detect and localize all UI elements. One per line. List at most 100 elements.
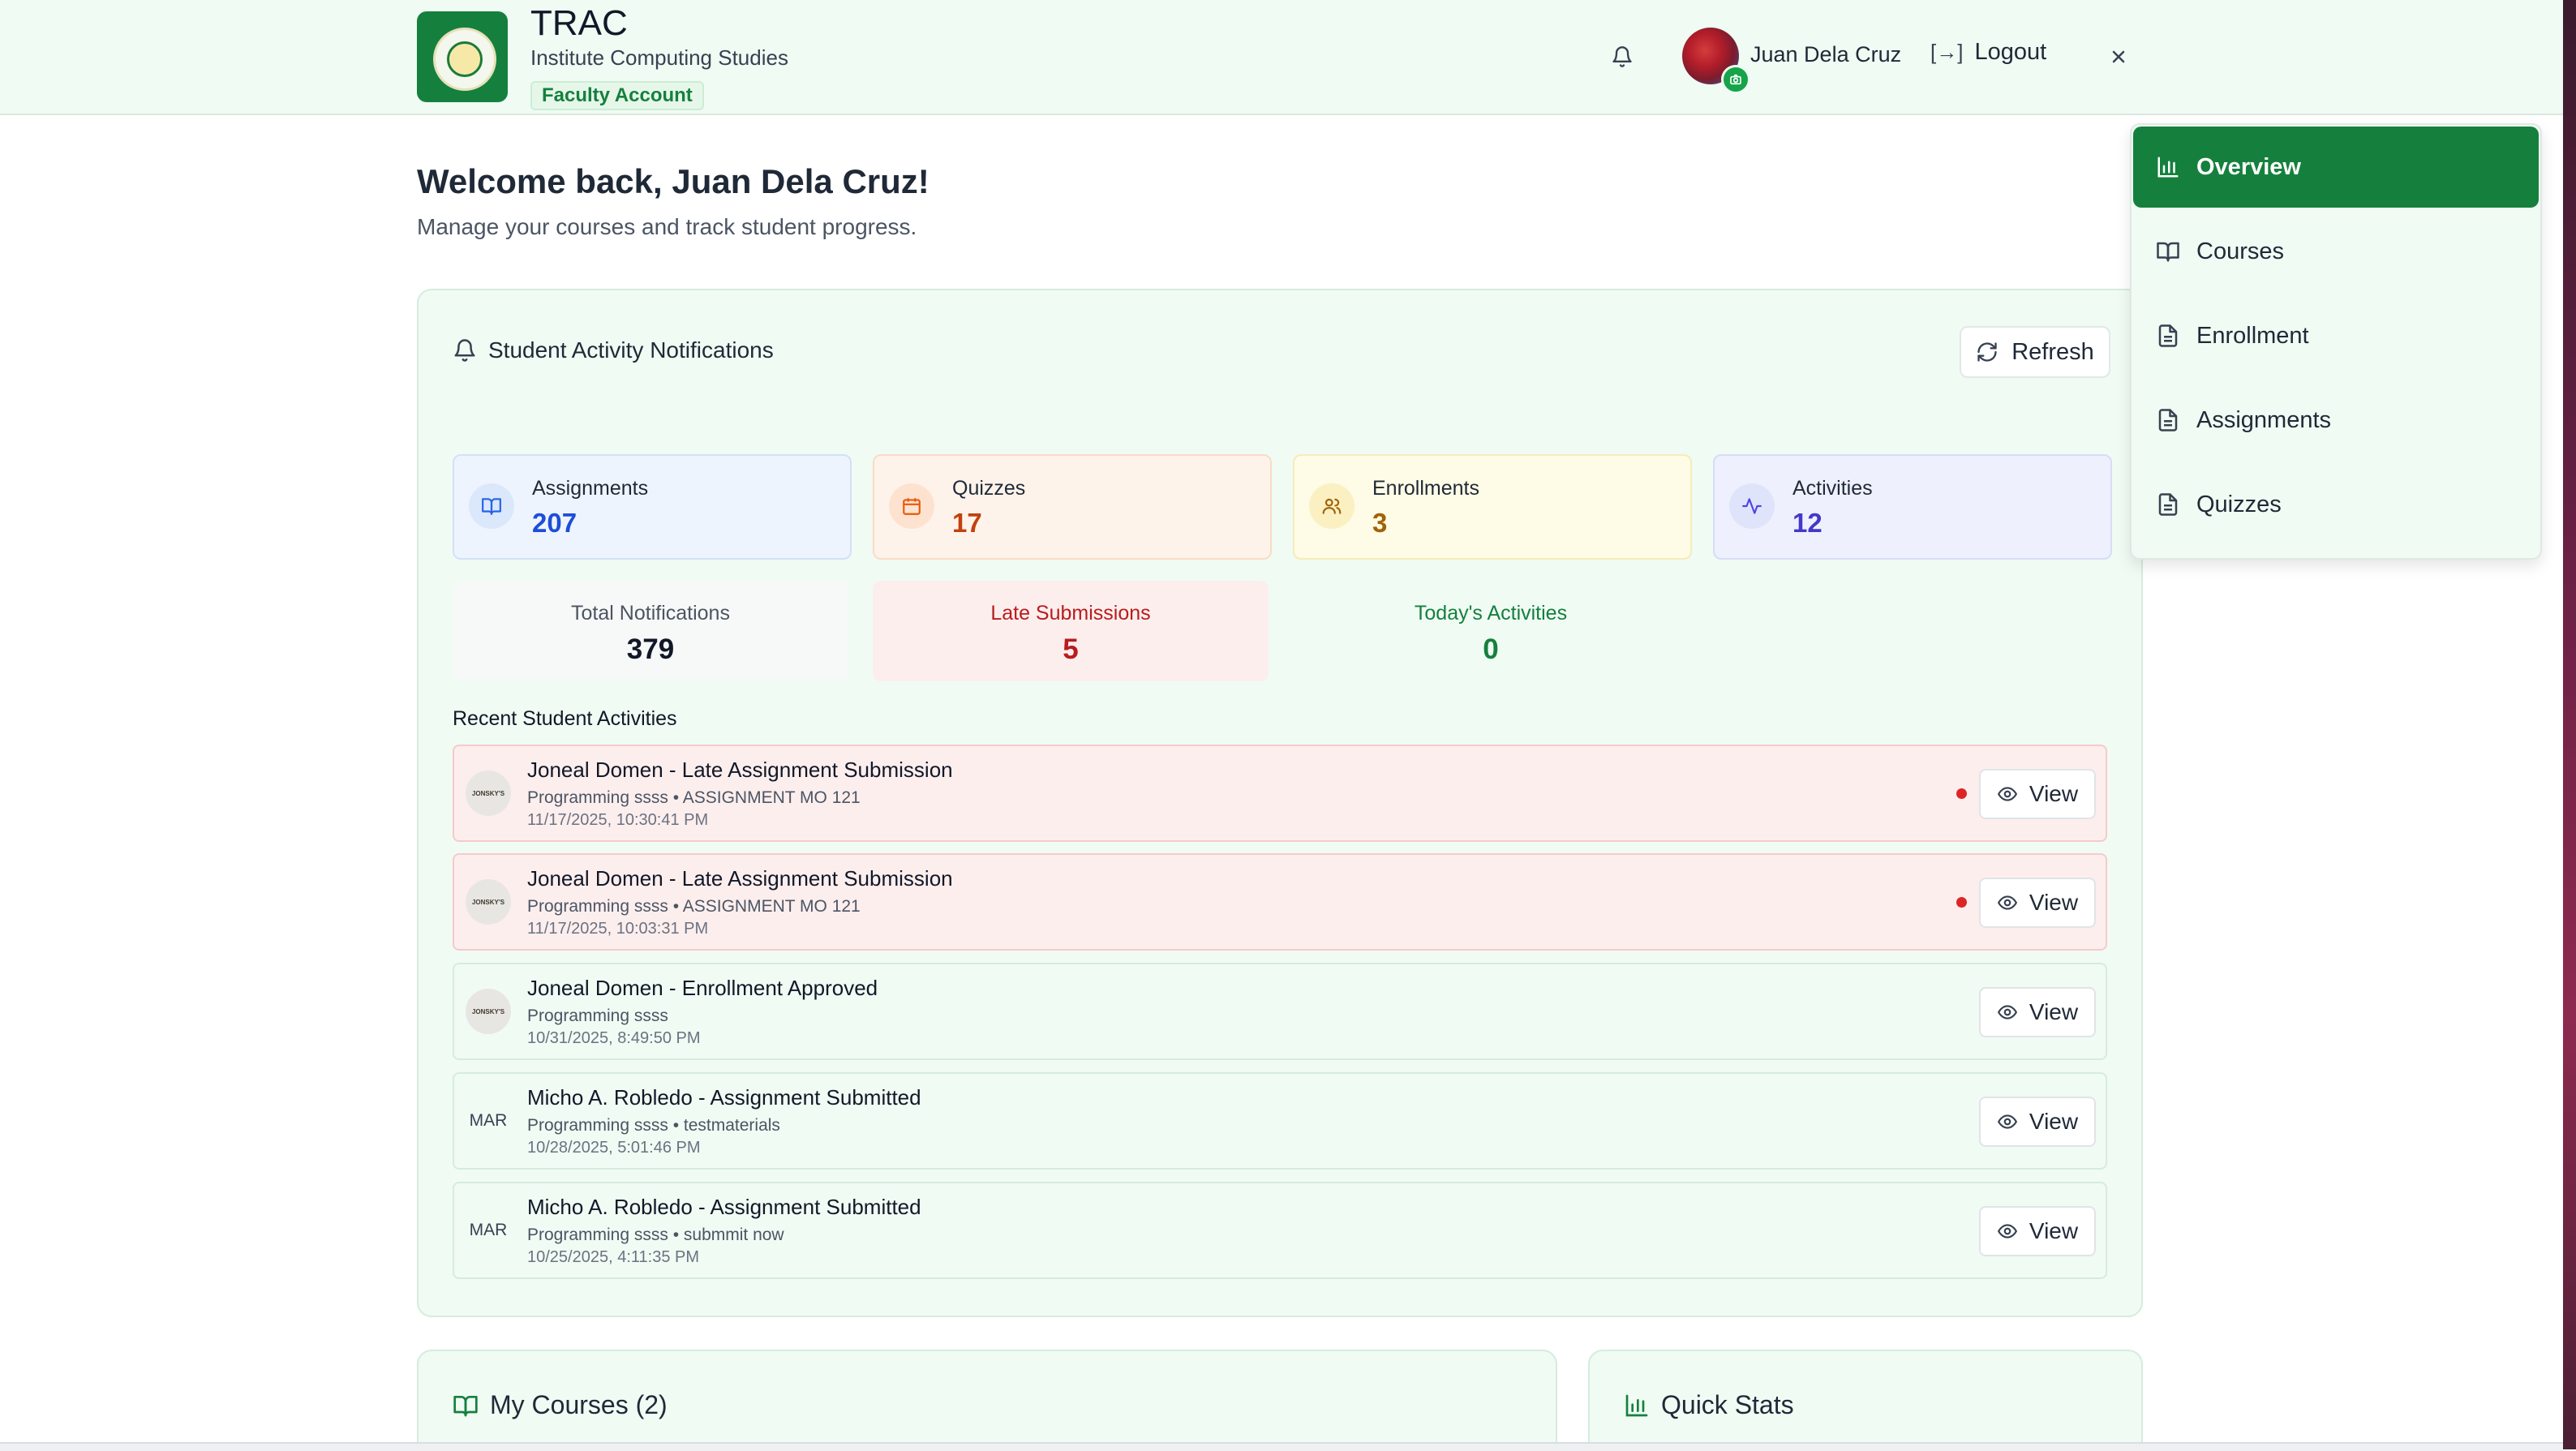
menu-item-enrollment[interactable]: Enrollment: [2133, 295, 2539, 376]
eye-icon: [1997, 787, 2017, 801]
activity-title: Micho A. Robledo - Assignment Submitted: [527, 1195, 921, 1219]
menu-item-overview[interactable]: Overview: [2133, 127, 2539, 208]
refresh-icon: [1977, 342, 1997, 362]
summary-label: Today's Activities: [1414, 602, 1568, 625]
view-label: View: [2029, 781, 2079, 806]
top-header: TRAC Institute Computing Studies Faculty…: [0, 0, 2563, 115]
student-avatar: JONSKY'S: [466, 771, 511, 816]
refresh-button[interactable]: Refresh: [1960, 326, 2110, 378]
bar-chart-icon: [2157, 157, 2179, 178]
window-bottom-edge: [0, 1442, 2563, 1451]
activity-row[interactable]: MAR Micho A. Robledo - Assignment Submit…: [453, 1072, 2107, 1170]
view-label: View: [2029, 999, 2079, 1024]
activity-subtitle: Programming ssss • ASSIGNMENT MO 121: [527, 897, 861, 916]
bell-icon: [1612, 46, 1632, 67]
file-icon: [2158, 409, 2178, 431]
notifications-header: Student Activity Notifications: [453, 337, 774, 363]
activity-date: 11/17/2025, 10:30:41 PM: [527, 811, 709, 829]
stat-label: Enrollments: [1372, 477, 1479, 500]
stat-value: 207: [532, 508, 577, 538]
activity-title: Joneal Domen - Enrollment Approved: [527, 976, 878, 1000]
menu-item-assignments[interactable]: Assignments: [2133, 380, 2539, 461]
student-avatar: MAR: [469, 1111, 508, 1130]
notifications-card: Student Activity Notifications Refresh A…: [417, 289, 2143, 1317]
my-courses-header: My Courses (2): [453, 1390, 668, 1420]
app-title: TRAC: [530, 3, 628, 43]
close-icon: [2112, 50, 2125, 63]
activity-date: 11/17/2025, 10:03:31 PM: [527, 920, 709, 938]
stat-label: Activities: [1792, 477, 1873, 500]
user-avatar[interactable]: [1682, 28, 1750, 94]
view-button[interactable]: View: [1979, 878, 2096, 928]
menu-item-label: Overview: [2196, 153, 2301, 180]
summary-late-submissions: Late Submissions 5: [873, 581, 1269, 681]
summary-label: Late Submissions: [990, 602, 1151, 625]
summary-todays-activities: Today's Activities 0: [1293, 581, 1689, 681]
my-courses-card: My Courses (2): [417, 1350, 1557, 1449]
file-icon: [2158, 324, 2178, 347]
stat-label: Quizzes: [952, 477, 1026, 500]
book-icon: [453, 1395, 478, 1416]
bell-icon: [454, 339, 475, 362]
view-button[interactable]: View: [1979, 1097, 2096, 1147]
summary-value: 5: [1063, 633, 1079, 665]
stat-card-activities[interactable]: Activities 12: [1713, 454, 2112, 560]
menu-item-label: Enrollment: [2196, 322, 2309, 349]
activity-row[interactable]: JONSKY'S Joneal Domen - Late Assignment …: [453, 745, 2107, 842]
recent-activities-label: Recent Student Activities: [453, 707, 677, 730]
camera-icon[interactable]: [1721, 65, 1750, 94]
activity-subtitle: Programming ssss • ASSIGNMENT MO 121: [527, 788, 861, 807]
menu-item-label: Assignments: [2196, 406, 2332, 433]
quick-stats-title: Quick Stats: [1661, 1390, 1794, 1419]
activity-date: 10/28/2025, 5:01:46 PM: [527, 1139, 701, 1157]
activity-subtitle: Programming ssss: [527, 1007, 668, 1025]
menu-item-quizzes[interactable]: Quizzes: [2133, 464, 2539, 545]
calendar-icon: [889, 483, 934, 529]
unread-dot: [1956, 897, 1967, 908]
users-icon: [1309, 483, 1355, 529]
view-button[interactable]: View: [1979, 1206, 2096, 1256]
stat-card-enrollments[interactable]: Enrollments 3: [1293, 454, 1692, 560]
stat-card-quizzes[interactable]: Quizzes 17: [873, 454, 1272, 560]
menu-item-courses[interactable]: Courses: [2133, 211, 2539, 292]
book-icon: [2157, 242, 2179, 262]
welcome-subtitle: Manage your courses and track student pr…: [417, 214, 917, 239]
activity-subtitle: Programming ssss • submmit now: [527, 1226, 784, 1244]
student-avatar: JONSKY'S: [466, 879, 511, 925]
logout-label: Logout: [1974, 39, 2047, 65]
eye-icon: [1997, 1005, 2017, 1020]
unread-dot: [1956, 788, 1967, 799]
stat-value: 3: [1372, 508, 1388, 538]
welcome-heading: Welcome back, Juan Dela Cruz!: [417, 162, 930, 200]
bar-chart-icon: [1625, 1394, 1648, 1416]
logout-icon: [→]: [1930, 40, 1964, 64]
stat-card-assignments[interactable]: Assignments 207: [453, 454, 852, 560]
student-avatar: JONSKY'S: [466, 989, 511, 1034]
notifications-bell-button[interactable]: [1606, 41, 1638, 73]
stat-label: Assignments: [532, 477, 649, 500]
seal-icon: [433, 28, 496, 91]
institute-logo[interactable]: [417, 11, 508, 102]
activity-icon: [1729, 483, 1775, 529]
view-button[interactable]: View: [1979, 769, 2096, 819]
user-name[interactable]: Juan Dela Cruz: [1750, 42, 1902, 67]
quick-stats-header: Quick Stats: [1624, 1390, 1794, 1420]
logout-button[interactable]: [→] Logout: [1930, 39, 2046, 66]
activity-row[interactable]: JONSKY'S Joneal Domen - Late Assignment …: [453, 853, 2107, 951]
eye-icon: [1997, 895, 2017, 910]
activity-row[interactable]: MAR Micho A. Robledo - Assignment Submit…: [453, 1182, 2107, 1279]
refresh-label: Refresh: [2011, 338, 2094, 365]
menu-item-label: Courses: [2196, 238, 2284, 264]
account-type-badge: Faculty Account: [530, 81, 704, 110]
view-button[interactable]: View: [1979, 987, 2096, 1037]
view-label: View: [2029, 1218, 2079, 1243]
navigation-dropdown-menu: Overview Courses Enrollment Assignments …: [2130, 123, 2542, 560]
menu-item-label: Quizzes: [2196, 491, 2282, 517]
activity-title: Joneal Domen - Late Assignment Submissio…: [527, 758, 953, 782]
activity-row[interactable]: JONSKY'S Joneal Domen - Enrollment Appro…: [453, 963, 2107, 1060]
quick-stats-card: Quick Stats: [1588, 1350, 2143, 1449]
notifications-title: Student Activity Notifications: [488, 337, 774, 363]
close-menu-button[interactable]: [2102, 41, 2135, 73]
my-courses-title: My Courses (2): [490, 1390, 668, 1419]
